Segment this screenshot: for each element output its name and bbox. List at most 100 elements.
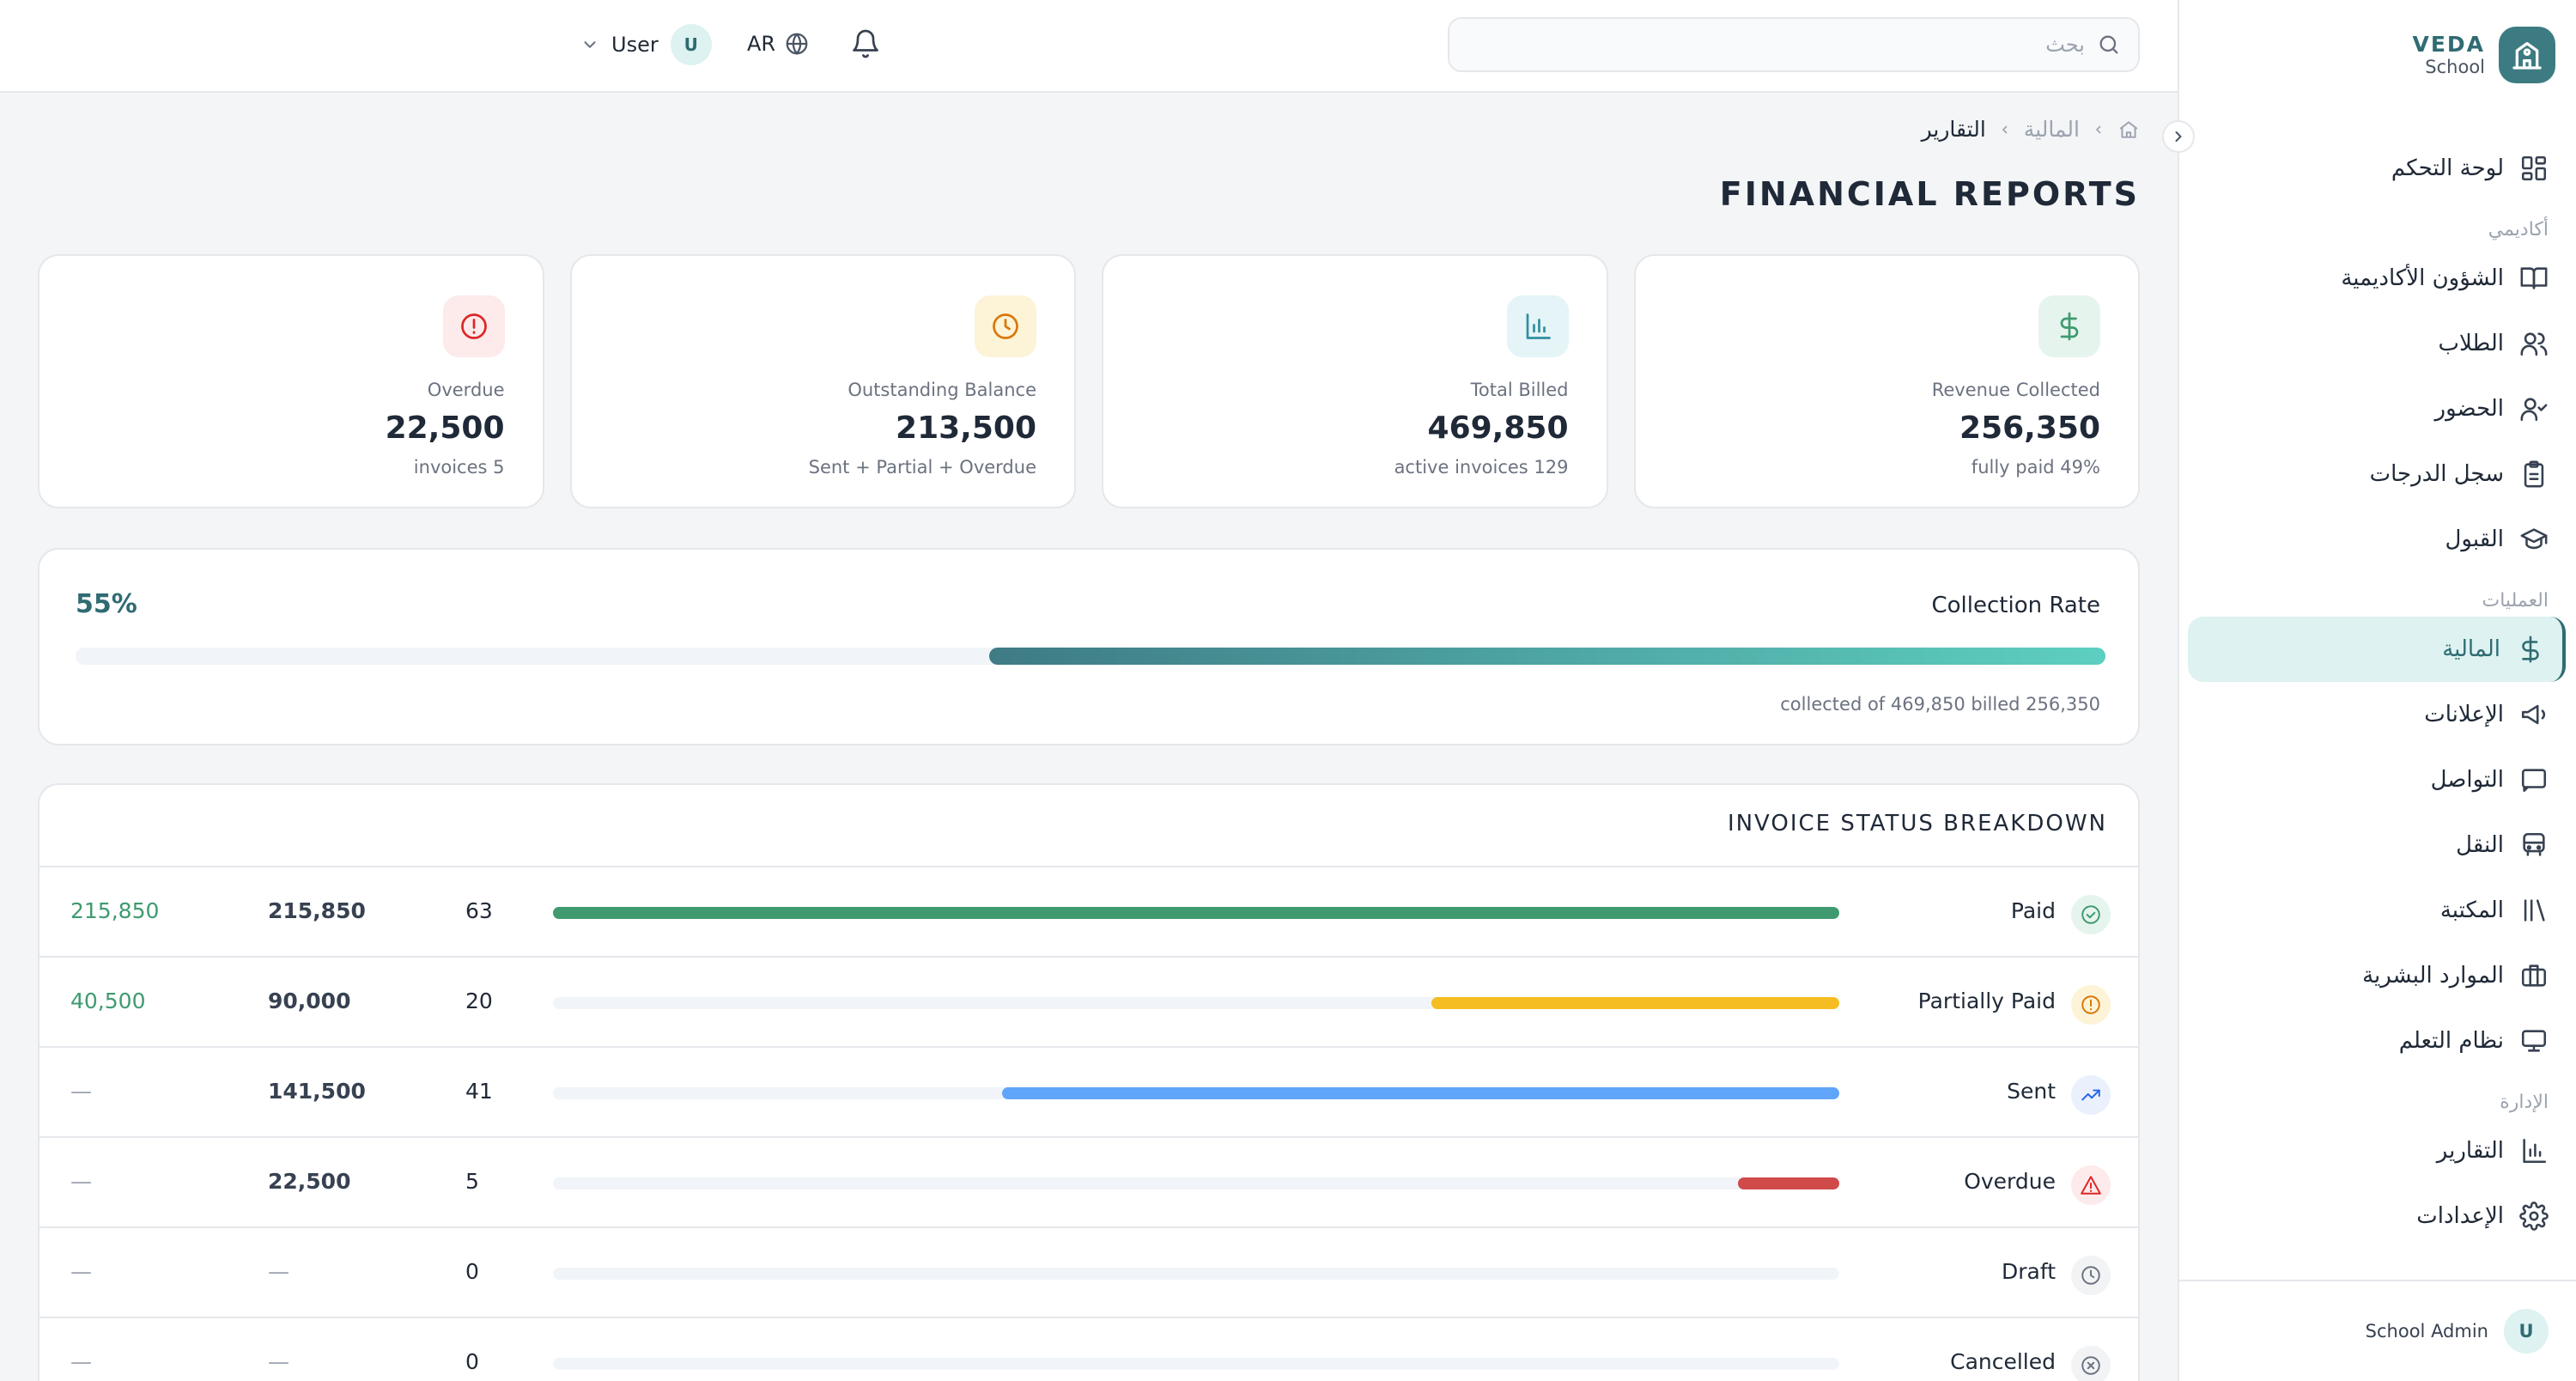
topbar: AR User U [0,0,2178,93]
status-label: Sent [2007,1079,2056,1104]
sidebar-item-label: الإعدادات [2416,1203,2504,1229]
status-collected: 40,500 [70,989,146,1013]
sidebar-item-book[interactable]: الشؤون الأكاديمية [2178,246,2576,311]
status-collected: — [70,1259,92,1284]
dollar-icon [2038,295,2100,357]
search-box[interactable] [1448,17,2140,72]
book-icon [2519,264,2549,293]
sidebar-item-label: لوحة التحكم [2391,155,2504,181]
user-name: User [611,33,659,57]
sidebar-item-label: القبول [2445,526,2504,552]
sidebar-item-label: المكتبة [2439,897,2504,923]
stat-sub: fully paid 49% [1971,457,2100,478]
x-circle-icon [2071,1346,2111,1381]
sidebar: VEDA School لوحة التحكم أكاديمي الشؤون ا… [2178,0,2576,1381]
stat-value: 22,500 [385,411,505,446]
sidebar-item-dollar[interactable]: المالية [2188,617,2566,682]
status-bar-track [553,1087,1839,1099]
status-bar-fill [1737,1177,1839,1189]
stat-card: Overdue 22,500 invoices 5 [38,254,544,508]
sidebar-item-monitor[interactable]: نظام التعلم [2178,1008,2576,1074]
collection-rate-summary: collected of 469,850 billed 256,350 [1780,694,2100,715]
sidebar-item-label: نظام التعلم [2398,1028,2504,1054]
collapse-sidebar-button[interactable] [2162,120,2195,153]
stat-value: 256,350 [1959,411,2100,446]
sidebar-item-user-check[interactable]: الحضور [2178,376,2576,441]
sidebar-item-message[interactable]: التواصل [2178,747,2576,812]
status-billed: 215,850 [268,898,366,923]
sidebar-item-bus[interactable]: النقل [2178,812,2576,878]
stat-value: 469,850 [1427,411,1569,446]
breadcrumb: المالية التقارير [1922,117,2140,142]
search-input[interactable] [1467,33,2085,57]
sidebar-item-clipboard[interactable]: سجل الدرجات [2178,441,2576,507]
language-switcher[interactable]: AR [747,26,810,62]
sidebar-item-label: الإعلانات [2424,702,2504,727]
sidebar-item-label: المالية [2442,636,2500,662]
status-count: 41 [465,1079,493,1104]
alert-circle-icon [442,295,505,357]
sidebar-item-label: الشؤون الأكاديمية [2341,265,2504,291]
briefcase-icon [2519,961,2549,990]
page-title: FINANCIAL REPORTS [1719,175,2140,213]
status-count: 63 [465,898,493,923]
stat-cards: Revenue Collected 256,350 fully paid 49% To… [38,254,2140,508]
user-check-icon [2519,394,2549,423]
user-menu[interactable]: User U [580,24,712,65]
graduation-cap-icon [2519,525,2549,554]
notifications-button[interactable] [850,28,881,59]
status-bar-track [553,1358,1839,1370]
stat-value: 213,500 [896,411,1036,446]
collection-rate-card: Collection Rate 55% collected of 469,850… [38,548,2140,745]
status-label: Overdue [1964,1169,2056,1194]
chevron-right-icon [2170,128,2187,145]
collection-progress-fill [988,648,2105,665]
stat-label: Outstanding Balance [848,380,1036,400]
table-row: Partially Paid 20 90,000 40,500 [39,956,2138,1046]
avatar: U [2504,1309,2549,1354]
sidebar-item-label: التقارير [2436,1138,2504,1164]
user-role: School Admin [2365,1321,2488,1341]
check-circle-icon [2071,895,2111,934]
section-academic: أكاديمي [2488,219,2549,240]
table-row: Sent 41 141,500 — [39,1046,2138,1136]
sidebar-item-megaphone[interactable]: الإعلانات [2178,682,2576,747]
sidebar-item-bar-chart[interactable]: التقارير [2178,1118,2576,1183]
breadcrumb-current: التقارير [1921,117,1986,142]
table-row: Overdue 5 22,500 — [39,1136,2138,1226]
status-count: 0 [465,1259,479,1284]
table-row: Paid 63 215,850 215,850 [39,866,2138,956]
brand[interactable]: VEDA School [2412,24,2555,86]
sidebar-item-label: سجل الدرجات [2369,461,2504,487]
chevron-down-icon [580,35,599,54]
sidebar-item-gear[interactable]: الإعدادات [2178,1183,2576,1249]
sidebar-item-label: النقل [2456,832,2504,858]
sidebar-item-label: الطلاب [2438,331,2504,356]
sidebar-item-graduation-cap[interactable]: القبول [2178,507,2576,572]
stat-sub: active invoices 129 [1394,457,1569,478]
status-bar-fill [1001,1087,1839,1099]
sidebar-nav: لوحة التحكم أكاديمي الشؤون الأكاديمية الط… [2178,136,2576,1249]
sidebar-item-library[interactable]: المكتبة [2178,878,2576,943]
status-billed: 90,000 [268,989,351,1013]
status-label: Paid [2010,898,2056,923]
alert-triangle-icon [2071,1165,2111,1205]
sidebar-user[interactable]: U School Admin [2178,1280,2576,1381]
breadcrumb-parent[interactable]: المالية [2023,117,2080,142]
collection-rate-title: Collection Rate [1931,593,2101,618]
stat-label: Total Billed [1470,380,1569,400]
home-icon[interactable] [2117,119,2140,141]
gear-icon [2519,1202,2549,1231]
status-billed: — [268,1349,289,1374]
clock-icon [975,295,1036,357]
sidebar-item-users[interactable]: الطلاب [2178,311,2576,376]
message-icon [2519,765,2549,794]
library-icon [2519,896,2549,925]
sidebar-item-dashboard[interactable]: لوحة التحكم [2178,136,2576,201]
sidebar-item-briefcase[interactable]: الموارد البشرية [2178,943,2576,1008]
collection-rate-percent: 55% [76,589,137,619]
section-admin: الإدارة [2500,1092,2549,1113]
status-label: Partially Paid [1917,989,2056,1013]
stat-sub: invoices 5 [413,457,505,478]
users-icon [2519,329,2549,358]
